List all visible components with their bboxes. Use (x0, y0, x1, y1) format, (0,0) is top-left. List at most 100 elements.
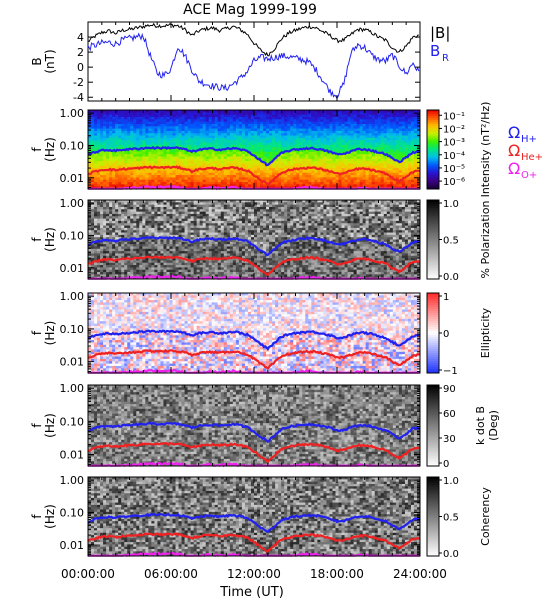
spectrogram-cell (145, 142, 149, 146)
spectrogram-cell (139, 253, 143, 257)
spectrogram-cell (175, 123, 179, 127)
spectrogram-cell (205, 182, 210, 185)
spectrogram-cell (112, 251, 116, 254)
spectrogram-cell (187, 179, 192, 183)
spectrogram-cell (410, 119, 415, 123)
spectrogram-cell (235, 170, 240, 174)
spectrogram-cell (151, 114, 155, 118)
spectrogram-cell (377, 144, 382, 148)
spectrogram-cell (160, 258, 164, 261)
spectrogram-cell (329, 128, 333, 132)
spectrogram-cell (341, 161, 345, 164)
spectrogram-cell (166, 260, 170, 264)
spectrogram-cell (109, 154, 113, 157)
spectrogram-cell (178, 135, 182, 139)
spectrogram-cell (178, 144, 182, 148)
spectrogram-cell (106, 200, 110, 203)
spectrogram-cell (118, 126, 122, 129)
spectrogram-cell (178, 269, 182, 273)
spectrogram-cell (407, 126, 412, 129)
spectrogram-cell (284, 137, 288, 141)
spectrogram-cell (190, 163, 195, 167)
spectrogram-cell (368, 184, 373, 188)
spectrogram-cell (97, 144, 101, 148)
spectrogram-cell (287, 156, 291, 160)
spectrogram-cell (172, 260, 176, 264)
spectrogram-cell (106, 260, 110, 264)
spectrogram-cell (100, 241, 104, 245)
spectrogram-cell (118, 248, 122, 252)
spectrogram-cell (220, 144, 225, 148)
spectrogram-cell (332, 161, 336, 164)
spectrogram-cell (100, 144, 104, 148)
spectrogram-cell (118, 269, 122, 273)
spectrogram-cell (91, 248, 95, 252)
spectrogram-cell (395, 170, 400, 174)
spectrogram-cell (100, 175, 104, 178)
spectrogram-cell (109, 232, 113, 236)
spectrogram-cell (254, 137, 258, 141)
spectrogram-cell (374, 168, 379, 171)
spectrogram-cell (347, 135, 351, 139)
spectrogram-cell (127, 237, 131, 240)
spectrogram-cell (91, 239, 95, 243)
spectrogram-cell (166, 128, 170, 132)
spectrogram-cell (91, 114, 95, 118)
spectrogram-cell (232, 130, 237, 134)
spectrogram-cell (407, 163, 412, 167)
spectrogram-cell (398, 116, 403, 120)
spectrogram-cell (377, 112, 382, 116)
spectrogram-cell (103, 241, 107, 245)
spectrogram-cell (371, 177, 376, 181)
spectrogram-cell (220, 175, 225, 178)
spectrogram-cell (205, 168, 210, 171)
spectrogram-cell (344, 133, 348, 136)
spectrogram-cell (193, 114, 198, 118)
spectrogram-cell (269, 137, 273, 141)
spectrogram-cell (169, 161, 173, 164)
spectrogram-cell (172, 123, 176, 127)
spectrogram-cell (136, 241, 140, 245)
colorbar-swatch (427, 181, 439, 184)
spectrogram-cell (416, 168, 421, 171)
spectrogram-cell (266, 133, 270, 136)
spectrogram-cell (278, 182, 282, 185)
spectrogram-cell (350, 126, 354, 129)
spectrogram-cell (272, 163, 276, 167)
spectrogram-cell (136, 172, 140, 176)
spectrogram-cell (127, 137, 131, 141)
spectrogram-cell (154, 161, 158, 164)
spectrogram-cell (250, 170, 255, 174)
spectrogram-cell (226, 142, 231, 146)
spectrogram-cell (241, 154, 246, 157)
spectrogram-cell (217, 163, 222, 167)
spectrogram-cell (127, 154, 131, 157)
spectrogram-cell (386, 158, 391, 162)
spectrogram-cell (232, 156, 237, 160)
spectrogram-cell (290, 182, 294, 185)
spectrogram-cell (398, 154, 403, 157)
spectrogram-cell (323, 119, 327, 123)
spectrogram-cell (196, 119, 201, 123)
spectrogram-cell (196, 121, 201, 125)
spectrogram-cell (386, 151, 391, 155)
spectrogram-cell (257, 121, 261, 125)
spectrogram-cell (287, 123, 291, 127)
spectrogram-cell (157, 234, 161, 238)
spectrogram-cell (350, 137, 354, 141)
spectrogram-cell (88, 175, 92, 178)
spectrogram-cell (175, 142, 179, 146)
spectrogram-cell (398, 140, 403, 143)
spectrogram-cell (202, 142, 207, 146)
spectrogram-cell (254, 149, 258, 153)
spectrogram-cell (293, 177, 297, 181)
spectrogram-cell (284, 151, 288, 155)
spectrogram-cell (293, 163, 297, 167)
spectrogram-cell (181, 202, 185, 206)
spectrogram-cell (320, 151, 324, 155)
spectrogram-cell (157, 179, 161, 183)
spectrogram-cell (124, 253, 128, 257)
spectrogram-cell (187, 172, 192, 176)
spectrogram-cell (247, 135, 252, 139)
spectrogram-cell (317, 142, 321, 146)
